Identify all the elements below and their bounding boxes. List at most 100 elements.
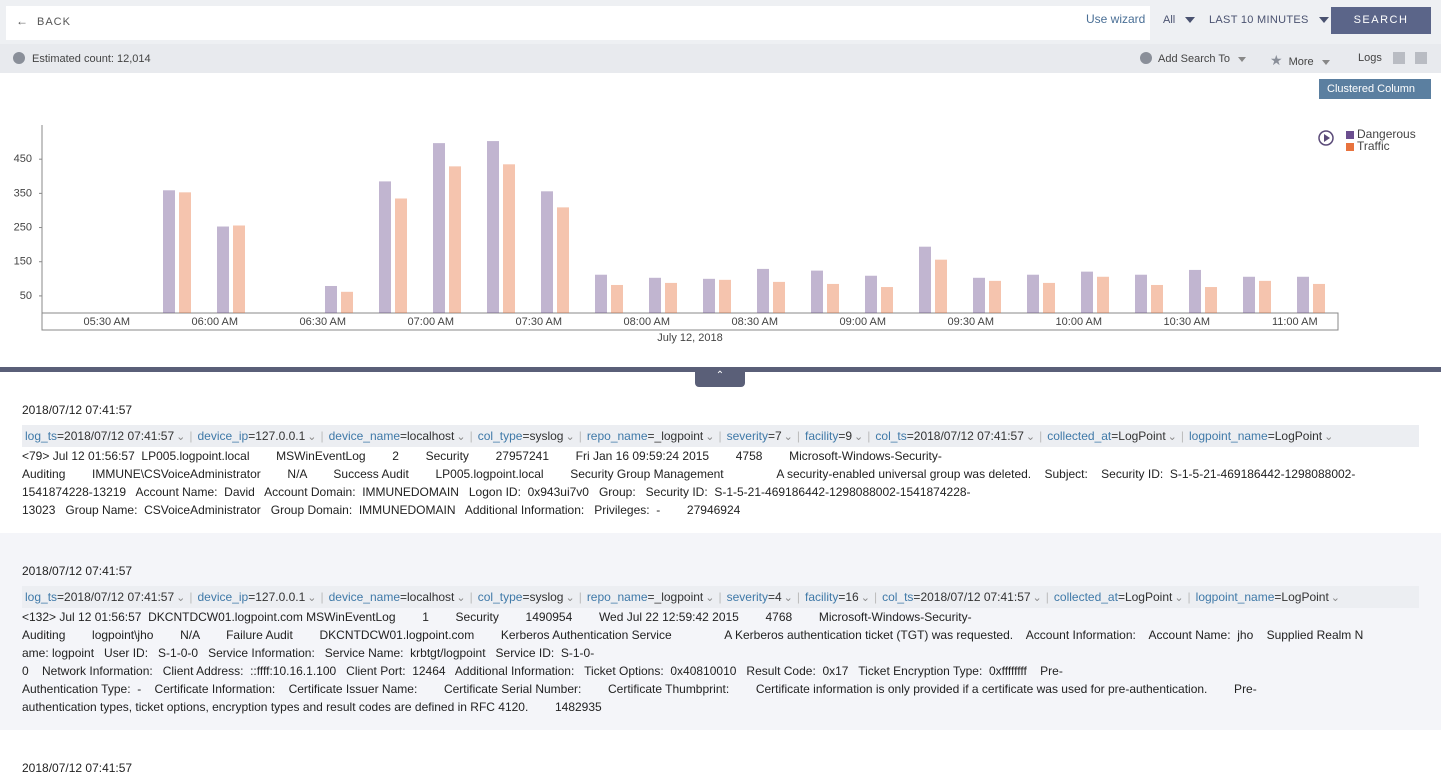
field-value: 9 [845, 429, 853, 443]
field-value: syslog [529, 429, 564, 443]
x-tick-label: 06:30 AM [300, 316, 346, 328]
field[interactable]: col_ts2018/07/12 07:41:57 [867, 429, 1039, 443]
y-tick-label: 150 [14, 256, 32, 268]
bar [217, 226, 229, 313]
bar [541, 191, 553, 313]
field[interactable]: facility16 [797, 590, 874, 604]
message-line: Auditing IMMUNE\CSVoiceAdministrator N/A… [22, 467, 1356, 481]
field[interactable]: logpoint_nameLogPoint [1181, 429, 1337, 443]
bar [449, 166, 461, 313]
add-search-label: Add Search To [1158, 53, 1230, 65]
field[interactable]: log_ts2018/07/12 07:41:57 [25, 429, 189, 443]
y-tick-label: 450 [14, 153, 32, 165]
field-value: 4 [774, 590, 782, 604]
x-tick-label: 08:30 AM [732, 316, 778, 328]
field[interactable]: col_typesyslog [470, 590, 579, 604]
field-key: device_name [329, 590, 407, 604]
field-key: col_type [478, 429, 530, 443]
field[interactable]: collected_atLogPoint [1046, 590, 1188, 604]
play-button[interactable] [1318, 130, 1334, 146]
back-button[interactable]: BACK [16, 14, 71, 28]
message-line: ame: logpoint User ID: S-1-0-0 Service I… [22, 646, 595, 660]
repo-select[interactable]: All [1163, 14, 1196, 26]
field-bar: log_ts2018/07/12 07:41:57device_ip127.0.… [22, 586, 1419, 608]
play-icon [1324, 134, 1330, 142]
x-axis-strip [41, 312, 1339, 331]
bar [433, 143, 445, 313]
bar [341, 291, 353, 313]
y-tick-label: 50 [20, 290, 32, 302]
view-toggle[interactable] [1393, 52, 1405, 64]
field[interactable]: severity7 [718, 429, 796, 443]
bar [865, 275, 877, 313]
bar [1243, 276, 1255, 313]
bar [1027, 274, 1039, 313]
field[interactable]: collected_atLogPoint [1039, 429, 1181, 443]
x-tick-label: 10:30 AM [1164, 316, 1210, 328]
field[interactable]: device_namelocalhost [320, 429, 469, 443]
field-value: syslog [529, 590, 564, 604]
view-toggle[interactable] [1415, 52, 1427, 64]
field[interactable]: facility9 [797, 429, 867, 443]
y-tick-label: 250 [14, 221, 32, 233]
field[interactable]: log_ts2018/07/12 07:41:57 [25, 590, 189, 604]
caret [1185, 17, 1196, 24]
legend-swatch [1346, 131, 1354, 139]
field-key: severity [727, 590, 775, 604]
chart-type-select[interactable]: Clustered Column [1319, 79, 1431, 113]
bar [233, 225, 245, 313]
field-key: logpoint_name [1189, 429, 1275, 443]
message-line: 13023 Group Name: CSVoiceAdministrator G… [22, 503, 741, 517]
field[interactable]: logpoint_nameLogPoint [1188, 590, 1344, 604]
collapse-handle[interactable]: ⌃ [695, 367, 745, 387]
field[interactable]: col_ts2018/07/12 07:41:57 [874, 590, 1046, 604]
more-button[interactable]: More [1270, 52, 1330, 69]
field[interactable]: device_ip127.0.0.1 [189, 429, 320, 443]
log-timestamp: 2018/07/12 07:41:57 [22, 564, 133, 578]
time-select[interactable]: LAST 10 MINUTES [1209, 14, 1329, 26]
field[interactable]: device_ip127.0.0.1 [189, 590, 320, 604]
search-button[interactable]: SEARCH [1331, 7, 1431, 34]
legend-swatch [1346, 143, 1354, 151]
caret [1237, 56, 1246, 62]
field-key: facility [805, 590, 845, 604]
field-value: 127.0.0.1 [255, 590, 306, 604]
field[interactable]: repo_name_logpoint [579, 429, 719, 443]
field[interactable]: device_namelocalhost [320, 590, 469, 604]
log-entry: 2018/07/12 07:41:57 [0, 730, 1441, 772]
add-search-button[interactable]: Add Search To [1140, 52, 1246, 65]
estimated-count: Estimated count: 12,014 [13, 52, 151, 65]
field[interactable]: severity4 [718, 590, 796, 604]
log-timestamp: 2018/07/12 07:41:57 [22, 761, 133, 772]
search-input[interactable] [6, 6, 1150, 40]
field-key: col_type [478, 590, 530, 604]
field-value: _logpoint [654, 429, 704, 443]
field-value: _logpoint [654, 590, 704, 604]
field-key: collected_at [1047, 429, 1118, 443]
log-entry: 2018/07/12 07:41:57 log_ts2018/07/12 07:4… [0, 372, 1441, 533]
bar [1313, 283, 1325, 313]
caret [1333, 106, 1343, 113]
field-key: logpoint_name [1196, 590, 1282, 604]
field[interactable]: col_typesyslog [470, 429, 579, 443]
field[interactable]: repo_name_logpoint [579, 590, 719, 604]
bar [395, 198, 407, 313]
log-message: <79> Jul 12 01:56:57 LP005.logpoint.loca… [22, 447, 1419, 519]
repo-label: All [1163, 14, 1176, 26]
field-key: log_ts [25, 590, 64, 604]
log-timestamp: 2018/07/12 07:41:57 [22, 403, 133, 417]
message-line: <79> Jul 12 01:56:57 LP005.logpoint.loca… [22, 449, 942, 463]
bar [1205, 287, 1217, 313]
y-tick-label: 350 [14, 187, 32, 199]
chart: 50 150 250 350 450 05:30 AM 06:00 AM 06:30 AM 07… [14, 125, 1416, 344]
bar [881, 287, 893, 313]
bar [1043, 282, 1055, 313]
wizard-link[interactable]: Use wizard [1086, 12, 1146, 26]
legend-label: Traffic [1357, 139, 1390, 153]
field-value: 16 [845, 590, 859, 604]
bar [595, 274, 607, 313]
message-line: 1541874228-13219 Account Name: David Acc… [22, 485, 971, 499]
field-value: LogPoint [1281, 590, 1329, 604]
bar [649, 277, 661, 313]
